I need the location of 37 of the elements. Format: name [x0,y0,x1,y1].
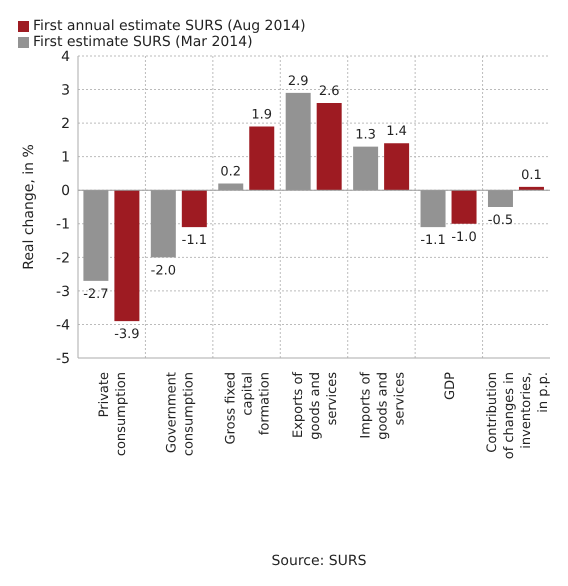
bar [249,126,274,190]
x-tick-label: Private consumption [97,372,130,456]
legend-label: First estimate SURS (Mar 2014) [33,34,253,50]
y-axis-title: Real change, in % [20,144,37,270]
y-tick-label: -5 [56,350,70,367]
data-label: -0.5 [488,213,514,228]
y-tick-label: -3 [56,284,70,300]
data-label: 2.6 [318,84,340,99]
data-label: 0.1 [521,168,542,183]
data-label: -3.9 [114,327,140,342]
bar [316,102,342,190]
y-tick-label: -1 [56,216,70,233]
y-tick-label: 1 [61,150,70,166]
data-label: 2.9 [288,74,309,89]
data-label: 1.9 [251,107,272,122]
bar [182,190,207,228]
data-label: -2.0 [150,263,176,278]
data-label: 1.4 [386,124,407,140]
y-tick-label: 4 [61,48,70,65]
y-tick-label: 0 [61,183,70,200]
bar [384,143,410,190]
data-label: 0.2 [220,164,242,180]
y-tick-label: 2 [61,116,70,132]
y-tick-label: -4 [56,317,70,334]
legend-label: First annual estimate SURS (Aug 2014) [33,18,306,34]
data-label: -1.1 [182,233,208,248]
x-tick-label: GDP [442,372,458,400]
data-label: -2.7 [83,286,109,302]
y-tick-label: -2 [56,250,70,266]
y-tick-label: 3 [61,82,70,99]
x-tick-label: Contribution of changes in inventories, in p.p. [484,372,551,460]
bar [452,190,477,224]
data-label: -1.0 [451,230,477,245]
source-note: Source: SURS [270,553,368,569]
data-label: -1.1 [420,233,446,248]
data-label: 1.3 [355,128,376,143]
bar [114,190,140,322]
